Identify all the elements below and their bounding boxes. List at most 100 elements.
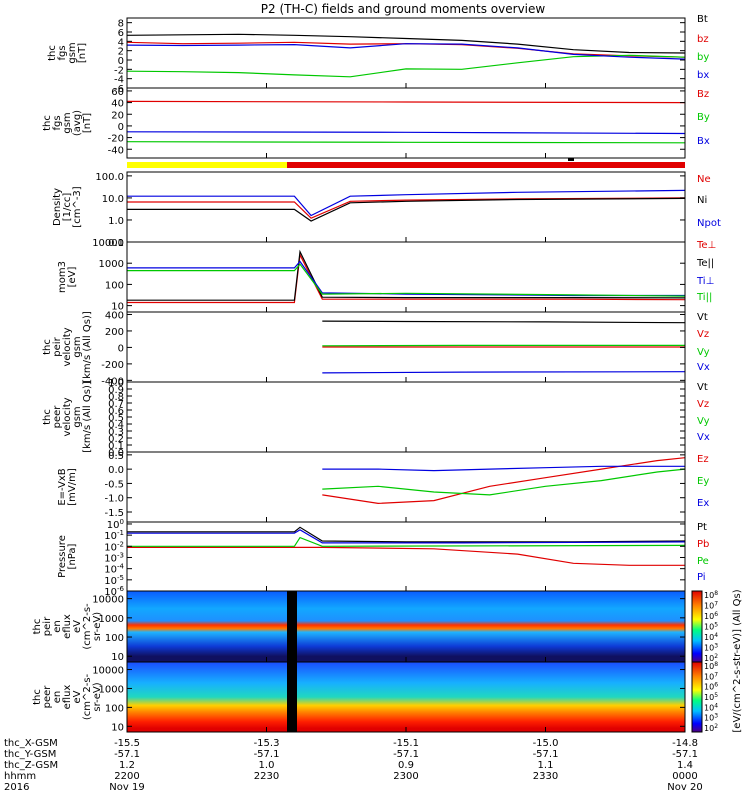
legend-Vt-p6: Vt (697, 382, 708, 393)
ylabel-line: en (52, 620, 63, 633)
legend-Bt-p1: Bt (697, 14, 708, 25)
legend-By-p2: By (697, 112, 710, 123)
series-line-Bz-p2 (126, 100, 686, 104)
series-line-Bx-p2 (126, 131, 686, 135)
legend-Vt-p5: Vt (697, 312, 708, 323)
panel-frame (126, 87, 686, 159)
ytick-label: 10-4 (104, 563, 124, 576)
ylabel-line: E=-VxB (57, 468, 68, 505)
ytick-label: 1.0 (108, 216, 124, 227)
ylabel-line: velocity (62, 397, 73, 436)
ytick-label: 1.0 (108, 378, 124, 389)
ytick-label: 100 (105, 280, 124, 291)
colorbar-tick: 105 (704, 622, 718, 632)
ytick-label: -40 (108, 145, 124, 156)
ytick-label: -1.0 (104, 494, 124, 505)
series-line-Pe-p8 (127, 536, 686, 547)
ylabel-line: [cm^-3] (72, 186, 83, 227)
colorbar-label: [eV/(cm^2-s-str-eV)] (All Qs) (732, 589, 743, 732)
ytick-label: -400 (101, 376, 124, 387)
series-line-Ex-p7 (322, 465, 685, 472)
panel-frame (126, 241, 686, 313)
legend-Ti-p4: Ti⊥ (696, 276, 714, 287)
ytick-label: 4 (118, 37, 124, 48)
ylabel-line: gsm (62, 112, 73, 133)
colorbar-tick: 106 (704, 682, 718, 692)
legend-Ez-p7: Ez (697, 454, 709, 465)
series-line-Vt-p5 (322, 320, 686, 324)
ytick-label: 0 (118, 122, 124, 133)
ytick-label: 0.1 (108, 441, 124, 452)
panel-4: Te⊥ Te|| Ti⊥ Ti|| 10000 1000 100 10 mom3 [eV] (57, 238, 716, 313)
ylabel-line: eV (72, 620, 83, 633)
ylabel-line: [nT] (77, 43, 88, 63)
axis-tick-value: 2330 (533, 771, 558, 782)
series-line-Ez-p7 (322, 457, 686, 505)
ylabel-line: Density (52, 188, 63, 226)
series-line-Npot-p3 (127, 189, 686, 217)
ytick-label: 10 (111, 302, 124, 313)
ytick-label: -2 (114, 65, 124, 76)
ytick-label: 10000 (92, 595, 124, 606)
axis-row-label: thc_X-GSM (4, 738, 58, 749)
ytick-label: 10 (111, 722, 124, 733)
ytick-label: 100 (105, 633, 124, 644)
ytick-label: -1.5 (104, 508, 124, 519)
ylabel-line: gsm (72, 406, 83, 427)
axis-tick-value: -15.0 (533, 738, 559, 749)
ytick-label: 10-5 (104, 574, 124, 587)
series-line-Pb-p8 (127, 546, 685, 566)
ylabel-line: sr-eV) (92, 682, 103, 711)
colorbar-1 (691, 590, 703, 663)
legend-Vx-p5: Vx (697, 362, 710, 373)
ylabel-line: mom3 (57, 261, 68, 293)
ylabel-line: [nPa] (67, 543, 78, 569)
panel-3: Ne Ni Npot 100.0 10.0 1.0 0.1 Density [1/cc] [cm^… (52, 171, 721, 249)
ytick-label: 100 (105, 703, 124, 714)
ytick-label: 10.0 (102, 194, 124, 205)
ytick-label: 0.1 (108, 238, 124, 249)
ylabel-line: (cm^2-s- (82, 673, 93, 720)
ytick-label: 0.7 (108, 399, 124, 410)
ylabel-line: peir (52, 336, 63, 356)
ylabel-line: (cm^2-s- (82, 603, 93, 650)
ylabel-line: velocity (62, 327, 73, 366)
colorbar-tick: 102 (704, 653, 718, 663)
legend-Bz-p2: Bz (697, 89, 709, 100)
legend-Ey-p7: Ey (697, 476, 709, 487)
axis-tick-value: 0.9 (398, 760, 414, 771)
ytick-label: 100.0 (95, 172, 124, 183)
ytick-label: 200 (105, 327, 124, 338)
legend-Vz-p5: Vz (697, 329, 709, 340)
legend-by-p1: by (697, 52, 709, 63)
legend-Pt-p8: Pt (697, 522, 707, 533)
status-bar (127, 158, 685, 168)
legend-Npot-p3: Npot (697, 218, 721, 229)
panel-frame (126, 451, 686, 523)
ytick-label: 2 (118, 47, 124, 58)
ytick-label: 0.6 (108, 406, 124, 417)
ytick-label: 6 (118, 28, 124, 39)
colorbar-tick: 104 (704, 632, 718, 642)
ylabel-line: [km/s (All Qs)] (82, 381, 93, 453)
panel-frame (126, 381, 686, 453)
axis-tick-value: -15.1 (393, 738, 419, 749)
colorbar-tick: 108 (704, 661, 718, 671)
ylabel-line: thc (32, 619, 43, 635)
ylabel-line: [nT] (82, 113, 93, 133)
axis-tick-value: 1.0 (259, 760, 275, 771)
legend-Bx-p2: Bx (697, 136, 710, 147)
ytick-label: 0.5 (108, 413, 124, 424)
ytick-label: -20 (108, 134, 124, 145)
ytick-label: 0.8 (108, 392, 124, 403)
series-line-Ti-p4 (127, 260, 685, 297)
ytick-label: 10-6 (104, 585, 124, 598)
panel-frame (126, 171, 686, 243)
legend-Vy-p5: Vy (697, 347, 710, 358)
ytick-label: 10000 (92, 238, 124, 249)
figure-title: P2 (TH-C) fields and ground moments over… (261, 2, 546, 16)
series-line-bx-p1 (126, 43, 686, 60)
ytick-label: 8 (118, 19, 124, 30)
